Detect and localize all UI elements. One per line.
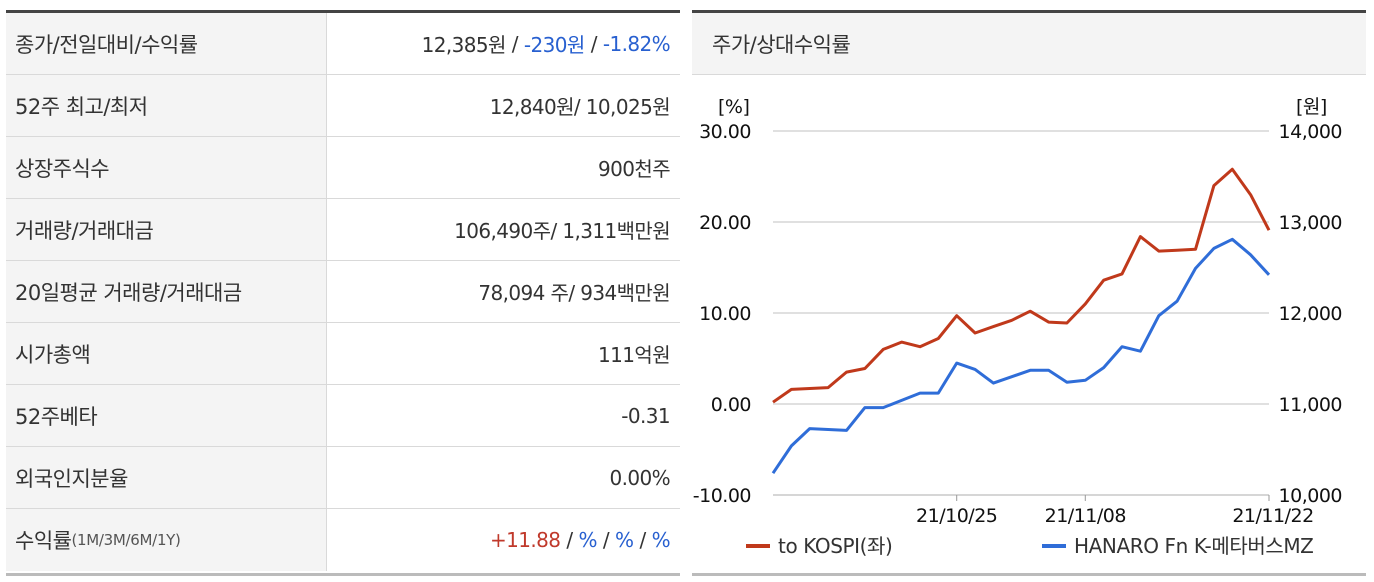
chart-title: 주가/상대수익률 [692, 13, 1366, 75]
legend-label: to KOSPI(좌) [778, 534, 892, 558]
table-row: 시가총액 111억원 [6, 323, 680, 385]
return-1y: % [651, 528, 671, 552]
series-line [771, 237, 1271, 475]
series-line [772, 167, 1271, 404]
right-axis-tick-label: 11,000 [1279, 394, 1342, 416]
left-axis-tick-label: 30.00 [699, 121, 751, 143]
close-price: 12,385원 [421, 33, 507, 57]
return-1m: +11.88 [489, 528, 561, 552]
row-label: 거래량/거래대금 [6, 199, 327, 260]
row-value: -0.31 [621, 403, 670, 428]
right-axis-tick-label: 14,000 [1279, 121, 1342, 143]
left-axis-unit: [%] [718, 96, 749, 118]
row-label: 외국인지분율 [6, 447, 327, 508]
row-label: 수익률 (1M/3M/6M/1Y) [6, 509, 327, 571]
separator: / [639, 528, 646, 552]
x-axis-tick-label: 21/11/08 [1045, 505, 1126, 527]
row-value: 12,840원/ 10,025원 [489, 95, 671, 119]
row-label: 종가/전일대비/수익률 [6, 13, 327, 74]
x-axis-tick-label: 21/10/25 [916, 505, 997, 527]
return-period-label: (1M/3M/6M/1Y) [71, 531, 181, 549]
chart-panel: 주가/상대수익률 30.00 14,000 20.00 13,000 10.00 12,0… [692, 10, 1366, 576]
separator: / [566, 528, 573, 552]
table-row: 수익률 (1M/3M/6M/1Y) +11.88 / % / % / % [6, 509, 680, 571]
row-label: 52주베타 [6, 385, 327, 446]
row-value: 900천주 [598, 157, 671, 181]
row-value: 0.00% [609, 465, 670, 490]
price-relative-return-chart: 30.00 14,000 20.00 13,000 10.00 12,000 0.00 11,… [693, 96, 1343, 558]
table-row: 외국인지분율 0.00% [6, 447, 680, 509]
left-axis-tick-label: 10.00 [699, 303, 751, 325]
price-change: -230원 [523, 33, 585, 57]
row-label: 상장주식수 [6, 137, 327, 198]
left-axis-tick-label: 20.00 [699, 212, 751, 234]
row-value: 78,094 주/ 934백만원 [478, 281, 670, 305]
return-6m: % [615, 528, 634, 552]
return-rate: -1.82% [602, 31, 671, 56]
return-3m: % [578, 528, 598, 552]
row-label: 52주 최고/최저 [6, 75, 327, 136]
left-axis-tick-label: -10.00 [693, 485, 751, 507]
stock-summary-table: 종가/전일대비/수익률 12,385원 / -230원 / -1.82% 52주… [6, 10, 680, 576]
row-value: 12,385원 / -230원 / -1.82% [327, 13, 680, 74]
separator: / [511, 31, 519, 56]
table-row: 52주 최고/최저 12,840원/ 10,025원 [6, 75, 680, 137]
table-row: 상장주식수 900천주 [6, 137, 680, 199]
legend-label: HANARO Fn K-메타버스MZ [1074, 534, 1314, 558]
row-label: 20일평균 거래량/거래대금 [6, 261, 327, 322]
row-value: +11.88 / % / % / % [327, 509, 680, 571]
table-row: 거래량/거래대금 106,490주/ 1,311백만원 [6, 199, 680, 261]
left-axis-tick-label: 0.00 [711, 394, 751, 416]
row-label: 시가총액 [6, 323, 327, 384]
x-axis-tick-label: 21/11/22 [1232, 505, 1313, 527]
row-value: 106,490주/ 1,311백만원 [454, 219, 670, 243]
table-row: 52주베타 -0.31 [6, 385, 680, 447]
right-axis-tick-label: 13,000 [1279, 212, 1342, 234]
table-row: 종가/전일대비/수익률 12,385원 / -230원 / -1.82% [6, 13, 680, 75]
return-label: 수익률 [15, 529, 72, 553]
right-axis-unit: [원] [1296, 96, 1327, 118]
table-row: 20일평균 거래량/거래대금 78,094 주/ 934백만원 [6, 261, 680, 323]
row-value: 111억원 [598, 343, 671, 367]
right-axis-tick-label: 10,000 [1279, 485, 1342, 507]
separator: / [602, 528, 610, 552]
separator: / [590, 31, 598, 56]
right-axis-tick-label: 12,000 [1279, 303, 1342, 325]
